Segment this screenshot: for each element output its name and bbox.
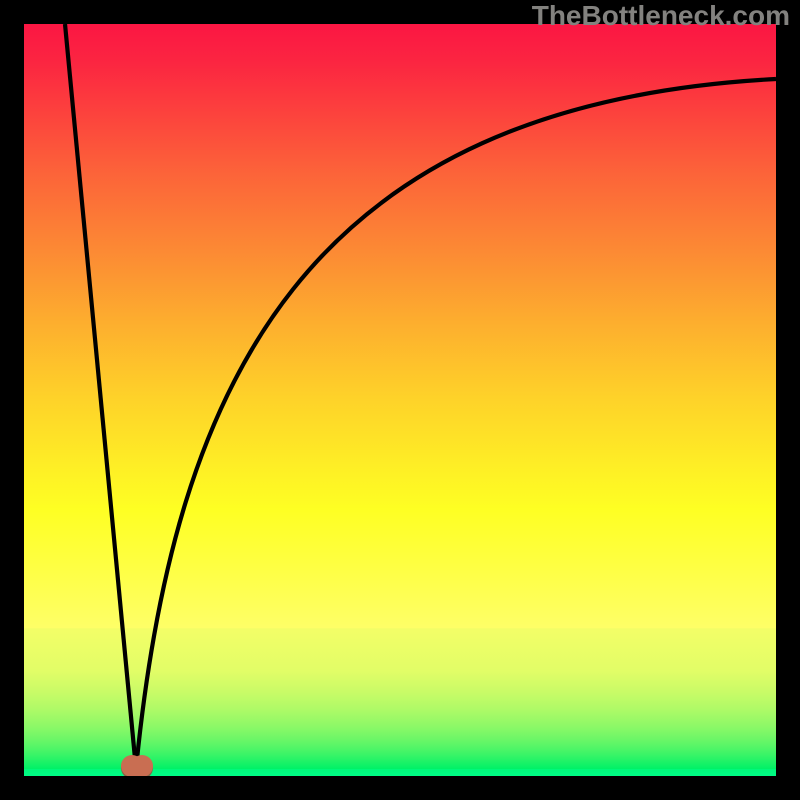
watermark-text: TheBottleneck.com (532, 0, 790, 32)
chart-container: TheBottleneck.com (0, 0, 800, 800)
plot-area (24, 24, 776, 776)
bottleneck-curve (24, 24, 776, 776)
